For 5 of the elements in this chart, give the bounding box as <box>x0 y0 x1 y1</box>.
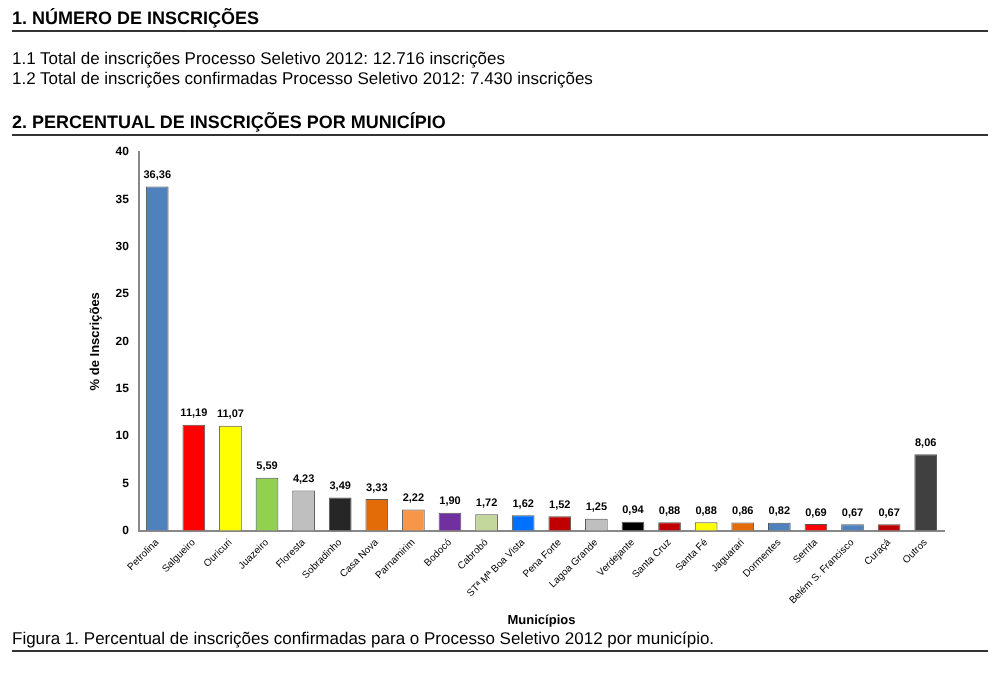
text: 1.2 Total de inscrições confirmadas Processo Seletivo 2012: 7.430 inscrições <box>12 68 595 88</box>
text: 1.1 Total de inscrições Processo Seletivo 2012: 12.716 inscrições <box>12 48 507 68</box>
text: Figura 1. Percentual de inscrições confirmadas para o Processo Seletivo 2012 por município. <box>12 628 988 652</box>
text: 1. NÚMERO DE INSCRIÇÕES <box>12 8 988 32</box>
chart-title: 2. PERCENTUAL DE INSCRIÇÕES POR MUNICÍPIO <box>12 112 988 136</box>
